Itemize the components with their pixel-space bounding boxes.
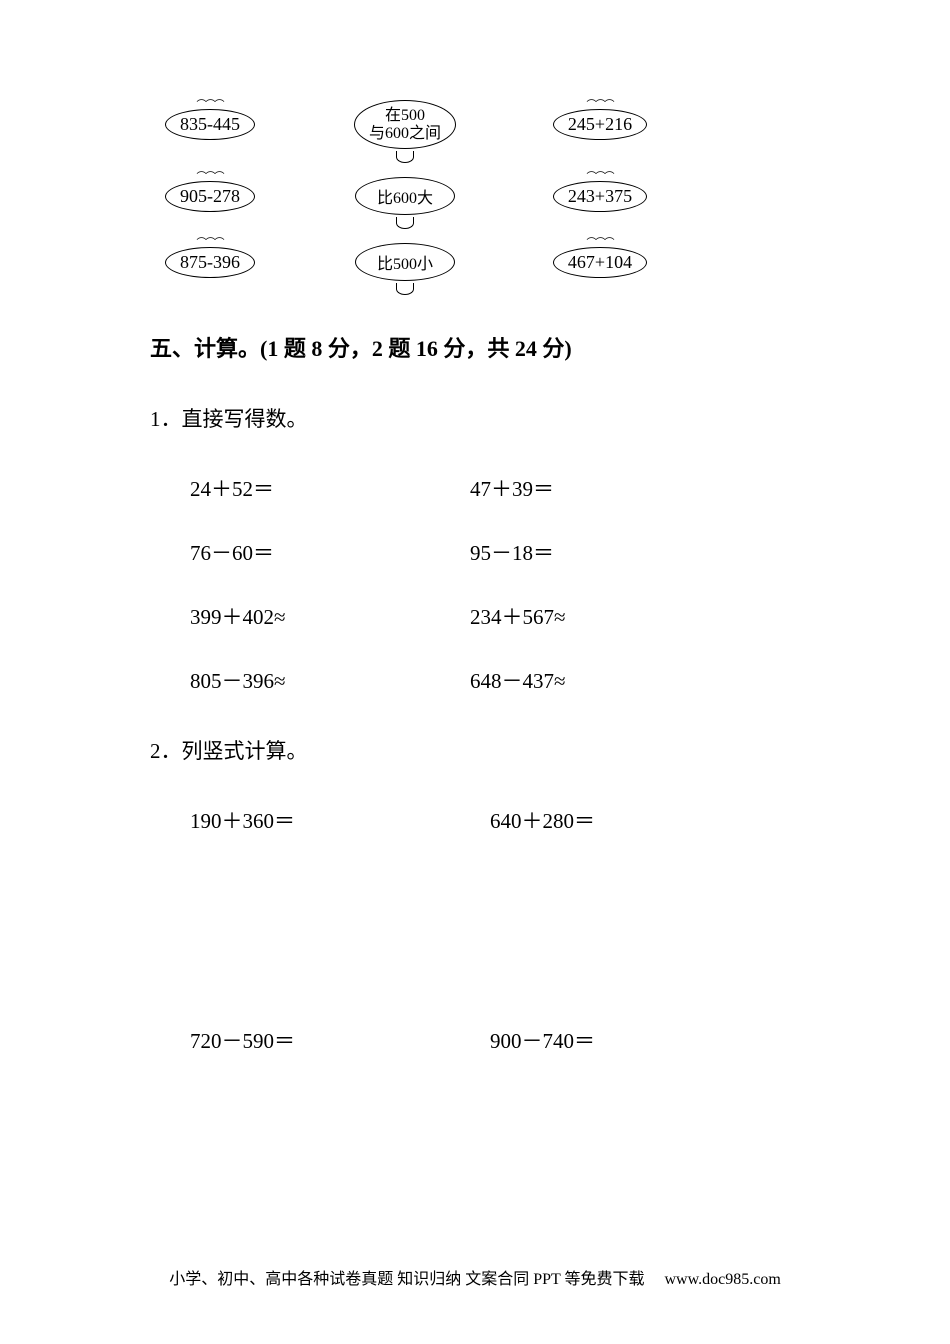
diagram-row: ⌒⌒⌒ 905-278 比600大 ⌒⌒⌒ 243+375 [150,177,800,215]
footer-text: 小学、初中、高中各种试卷真题 知识归纳 文案合同 PPT 等免费下载 [169,1271,644,1288]
cloud-text: 比500小 [355,243,455,281]
bubble-text: 835-445 [165,109,255,140]
page-footer: 小学、初中、高中各种试卷真题 知识归纳 文案合同 PPT 等免费下载 www.d… [0,1265,950,1289]
bubble-text: 245+216 [553,109,647,140]
math-expression: 720－590＝ [190,1025,490,1055]
bubble-right: ⌒⌒⌒ 245+216 [553,109,647,140]
cloud-tail-icon [396,217,414,229]
bubble-left: ⌒⌒⌒ 905-278 [165,181,255,212]
math-expression: 24＋52＝ [190,473,470,503]
cloud-tail-icon [396,151,414,163]
math-expression: 399＋402≈ [190,601,470,631]
math-expression: 190＋360＝ [190,805,490,835]
question-1-grid: 24＋52＝ 47＋39＝ 76－60＝ 95－18＝ 399＋402≈ 234… [190,473,800,695]
cloud-text: 比600大 [355,177,455,215]
cloud-tail-icon [396,283,414,295]
math-expression: 95－18＝ [470,537,750,567]
bubble-left: ⌒⌒⌒ 835-445 [165,109,255,140]
math-expression: 805－396≈ [190,665,470,695]
cloud-mid: 比600大 [355,177,455,215]
bubble-text: 875-396 [165,247,255,278]
math-expression: 900－740＝ [490,1025,790,1055]
diagram-row: ⌒⌒⌒ 835-445 在500与600之间 ⌒⌒⌒ 245+216 [150,100,800,149]
bubble-right: ⌒⌒⌒ 243+375 [553,181,647,212]
bubble-text: 467+104 [553,247,647,278]
bubble-text: 905-278 [165,181,255,212]
question-1-title: 1．直接写得数。 [150,403,800,433]
bubble-right: ⌒⌒⌒ 467+104 [553,247,647,278]
question-2-title: 2．列竖式计算。 [150,735,800,765]
section-heading: 五、计算。(1 题 8 分，2 题 16 分，共 24 分) [150,331,800,363]
cloud-mid: 比500小 [355,243,455,281]
bubble-text: 243+375 [553,181,647,212]
math-expression: 76－60＝ [190,537,470,567]
math-expression: 234＋567≈ [470,601,750,631]
cloud-mid: 在500与600之间 [354,100,456,149]
math-expression: 648－437≈ [470,665,750,695]
question-2-grid: 190＋360＝ 640＋280＝ 720－590＝ 900－740＝ [190,805,800,1055]
footer-url: www.doc985.com [665,1271,781,1288]
cloud-text: 在500与600之间 [354,100,456,149]
math-expression: 640＋280＝ [490,805,790,835]
matching-diagram: ⌒⌒⌒ 835-445 在500与600之间 ⌒⌒⌒ 245+216 ⌒⌒⌒ 9… [150,100,800,281]
math-expression: 47＋39＝ [470,473,750,503]
diagram-row: ⌒⌒⌒ 875-396 比500小 ⌒⌒⌒ 467+104 [150,243,800,281]
bubble-left: ⌒⌒⌒ 875-396 [165,247,255,278]
